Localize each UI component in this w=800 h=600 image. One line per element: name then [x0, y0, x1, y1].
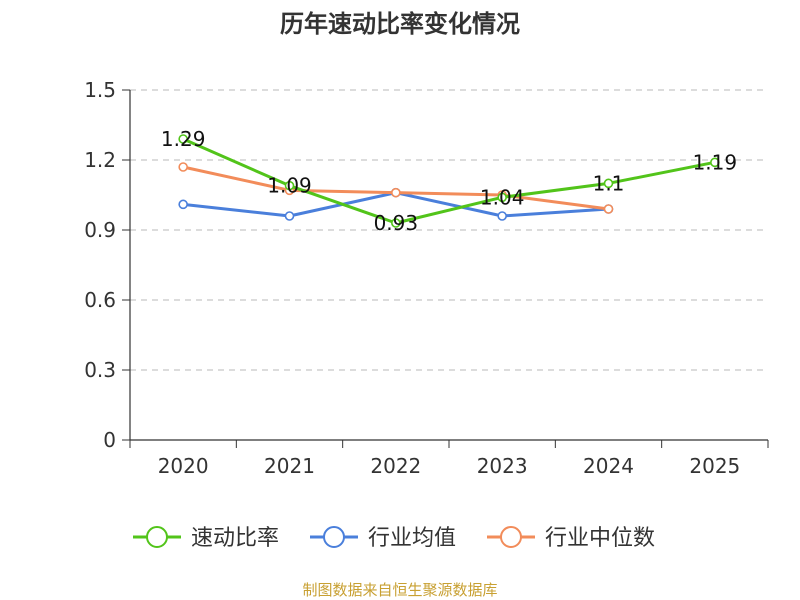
data-label: 1.29: [161, 127, 206, 151]
grid: [130, 89, 768, 371]
legend-marker: [146, 526, 168, 548]
x-tick-label: 2021: [264, 454, 315, 478]
data-point: [497, 192, 507, 203]
legend-item[interactable]: 速动比率: [133, 526, 279, 551]
legend[interactable]: 速动比率 行业均值 行业中位数: [133, 526, 655, 551]
legend-marker: [323, 526, 345, 548]
source-note: 制图数据来自恒生聚源数据库: [302, 581, 497, 599]
series-line-0: [182, 137, 716, 225]
legend-marker: [500, 526, 522, 548]
legend-label: 行业均值: [368, 526, 456, 551]
data-label: 1.09: [267, 174, 312, 198]
x-tick-label: 2020: [158, 454, 209, 478]
data-labels: 1.29 1.09 0.93 1.04 1.1 1.19: [161, 127, 737, 235]
x-tick-label: 2025: [689, 454, 740, 478]
data-point: [497, 211, 507, 221]
legend-item[interactable]: 行业中位数: [487, 526, 655, 551]
legend-label: 速动比率: [191, 526, 279, 551]
data-point: [178, 199, 188, 210]
data-point: [603, 204, 614, 214]
x-tick-label: 2024: [583, 454, 634, 478]
y-tick-label: 0.3: [84, 358, 116, 382]
y-tick-label: 0.6: [84, 288, 116, 312]
data-point: [178, 162, 188, 172]
axes: 0 0.3 0.6 0.9 1.2 1.5 2020 2021 2022 2023 2024 2025: [84, 78, 769, 478]
y-tick-label: 0: [103, 428, 116, 452]
x-tick-label: 2022: [370, 454, 421, 478]
data-label: 1.04: [480, 185, 525, 209]
data-point: [603, 178, 614, 189]
data-point: [391, 187, 401, 198]
x-tick-label: 2023: [477, 454, 528, 478]
data-point: [710, 157, 720, 168]
y-tick-label: 0.9: [84, 218, 116, 242]
series: [178, 134, 720, 228]
y-tick-label: 1.5: [84, 78, 116, 102]
data-point: [284, 180, 295, 191]
data-label: 1.1: [593, 171, 625, 195]
chart-title: 历年速动比率变化情况: [280, 10, 520, 38]
legend-label: 行业中位数: [545, 526, 655, 551]
data-point: [284, 211, 295, 221]
data-label: 0.93: [374, 211, 419, 235]
data-label: 1.19: [693, 150, 738, 174]
data-point: [178, 134, 188, 144]
y-tick-label: 1.2: [84, 148, 116, 172]
legend-item[interactable]: 行业均值: [310, 526, 456, 551]
data-point: [391, 218, 401, 228]
